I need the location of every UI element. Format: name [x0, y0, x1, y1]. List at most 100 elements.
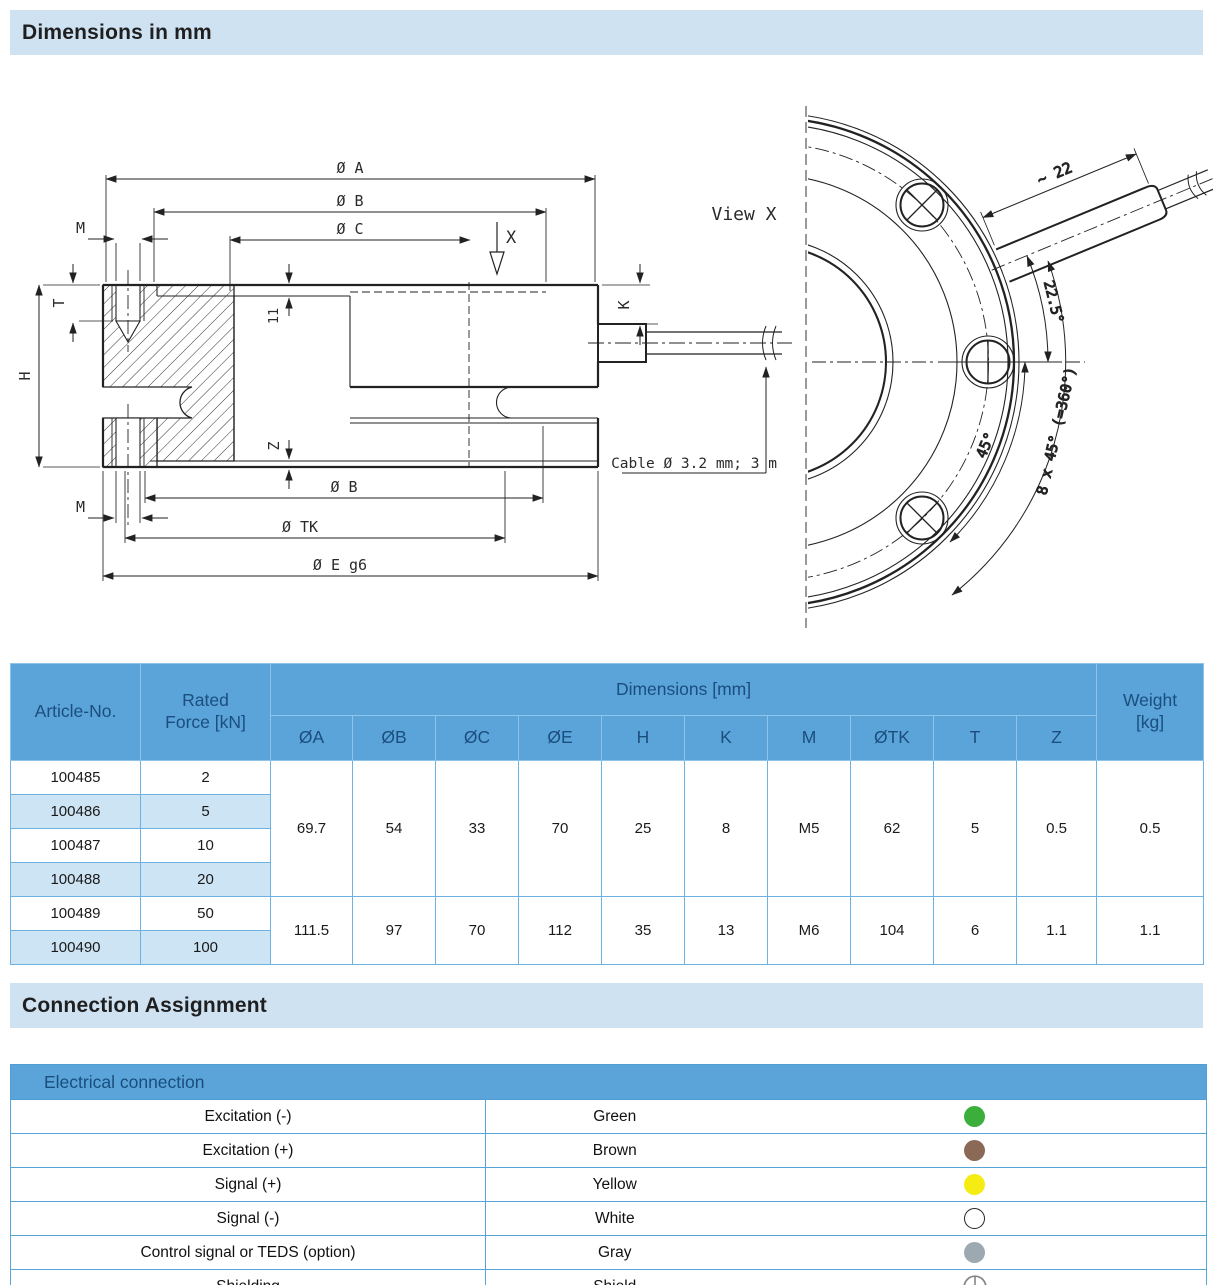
section-bar-connection: Connection Assignment	[10, 983, 1203, 1028]
cable	[646, 331, 782, 355]
section-view	[101, 270, 792, 528]
color-name-cell: Gray	[485, 1235, 744, 1270]
view-x-cable: ~ 22	[980, 148, 1213, 283]
screw-top	[895, 178, 949, 232]
angle-pattern-label: 8 x 45° (=360°)	[1035, 366, 1080, 497]
color-name-cell: Brown	[485, 1133, 744, 1168]
article-cell: 100486	[10, 794, 141, 829]
angle-225-label: 22.5°	[1040, 279, 1066, 325]
function-cell: Excitation (+)	[10, 1133, 486, 1168]
shield-ground-icon	[963, 1274, 987, 1285]
dim-label-dia-c: Ø C	[336, 220, 363, 238]
col-header-m: M	[767, 715, 851, 761]
function-cell: Control signal or TEDS (option)	[10, 1235, 486, 1270]
article-cell: 100489	[10, 896, 141, 931]
list-item: Shielding Shield	[10, 1269, 1208, 1285]
table-row: 100485 2 69.7 54 33 70 25 8 M5 62 5 0.5 …	[10, 760, 1205, 897]
force-cell: 10	[140, 828, 271, 863]
dim-cell: 0.5	[1015, 760, 1098, 897]
list-item: Excitation (+) Brown	[10, 1133, 1208, 1168]
article-cell: 100485	[10, 760, 141, 795]
dim-cell: 25	[601, 760, 685, 897]
section-title-dimensions: Dimensions in mm	[22, 20, 212, 44]
dim-cell: 112	[518, 896, 602, 965]
col-header-dtk: ØTK	[850, 715, 934, 761]
wire-color-dot	[964, 1106, 986, 1127]
force-cell: 20	[140, 862, 271, 897]
view-x: ~ 22 22.5° 45° 8 x 45° (=360°)	[805, 106, 1213, 628]
function-cell: Signal (-)	[10, 1201, 486, 1236]
weight-cell: 0.5	[1096, 760, 1205, 897]
wire-color-dot	[964, 1242, 986, 1263]
dim-cell: 6	[933, 896, 1017, 965]
dim-label-m-top: M	[76, 219, 85, 237]
col-header-article: Article-No.	[10, 663, 141, 761]
function-cell: Shielding	[10, 1269, 486, 1285]
table-row: 100488 20	[10, 862, 1204, 897]
dim-label-dia-b-bottom: Ø B	[330, 478, 357, 496]
dim-label-web: 11	[266, 308, 282, 324]
section-title-connection: Connection Assignment	[22, 993, 267, 1017]
col-header-z: Z	[1015, 715, 1098, 761]
wire-color-dot	[964, 1140, 986, 1161]
dimensions-table: Article-No. Rated Force [kN] Dimensions …	[10, 663, 1205, 965]
dim-cell: 62	[850, 760, 934, 897]
dim-label-dia-b-top: Ø B	[336, 192, 363, 210]
dim-cell: 104	[850, 896, 934, 965]
dim-label-dia-a: Ø A	[336, 159, 363, 177]
table-row: 100487 10	[10, 828, 1204, 863]
col-header-dc: ØC	[435, 715, 519, 761]
view-direction-label: X	[506, 228, 517, 248]
screw-bottom	[895, 491, 949, 545]
list-item: Signal (+) Yellow	[10, 1167, 1208, 1202]
dim-label-t: T	[50, 298, 68, 307]
dim-label-k: K	[615, 300, 633, 309]
electrical-connection-table: Electrical connection Excitation (-) Gre…	[9, 1064, 1208, 1285]
color-name-cell: Shield	[485, 1269, 744, 1285]
col-header-k: K	[684, 715, 768, 761]
section-bar-dimensions: Dimensions in mm	[10, 10, 1203, 55]
color-name-cell: Yellow	[485, 1167, 744, 1202]
dim-cell: 69.7	[270, 760, 353, 897]
col-header-h: H	[601, 715, 685, 761]
dim-cell: 97	[352, 896, 436, 965]
color-name-cell: Green	[485, 1099, 744, 1134]
dim-label-h: H	[16, 371, 34, 380]
view-x-title: View X	[711, 204, 776, 225]
wire-color-dot	[964, 1174, 986, 1195]
weight-cell: 1.1	[1096, 896, 1205, 965]
dim-cell: 13	[684, 896, 768, 965]
article-cell: 100488	[10, 862, 141, 897]
force-cell: 5	[140, 794, 271, 829]
wire-color-dot	[964, 1208, 986, 1229]
list-item: Signal (-) White	[10, 1201, 1208, 1236]
dim-label-dia-tk: Ø TK	[282, 518, 318, 536]
dim-cell: 35	[601, 896, 685, 965]
dim-cell: 1.1	[1015, 896, 1098, 965]
list-item: Excitation (-) Green	[10, 1099, 1208, 1134]
table-row: 100489 50 111.5 97 70 112 35 13 M6 104 6…	[10, 896, 1205, 965]
list-item: Control signal or TEDS (option) Gray	[10, 1235, 1208, 1270]
dim-cell: 33	[435, 760, 519, 897]
dim-cell: 111.5	[270, 896, 353, 965]
col-header-de: ØE	[518, 715, 602, 761]
col-header-db: ØB	[352, 715, 436, 761]
technical-drawing: Ø A Ø B Ø C M T H 11 Z K M Ø B Ø TK Ø E …	[16, 106, 1213, 628]
dim-cell: 8	[684, 760, 768, 897]
dim-cell: M5	[767, 760, 851, 897]
dim-label-m-bottom: M	[76, 498, 85, 516]
article-cell: 100490	[10, 930, 141, 965]
article-cell: 100487	[10, 828, 141, 863]
force-cell: 100	[140, 930, 271, 965]
dim-label-dia-e: Ø E g6	[313, 556, 367, 574]
function-cell: Excitation (-)	[10, 1099, 486, 1134]
cable-length-label: ~ 22	[1034, 159, 1074, 189]
table-row: 100490 100	[10, 930, 1204, 965]
col-header-da: ØA	[270, 715, 353, 761]
dim-cell: 54	[352, 760, 436, 897]
electrical-connection-header: Electrical connection	[9, 1064, 1208, 1100]
dim-cell: M6	[767, 896, 851, 965]
force-cell: 50	[140, 896, 271, 931]
col-header-t: T	[933, 715, 1017, 761]
force-cell: 2	[140, 760, 271, 795]
